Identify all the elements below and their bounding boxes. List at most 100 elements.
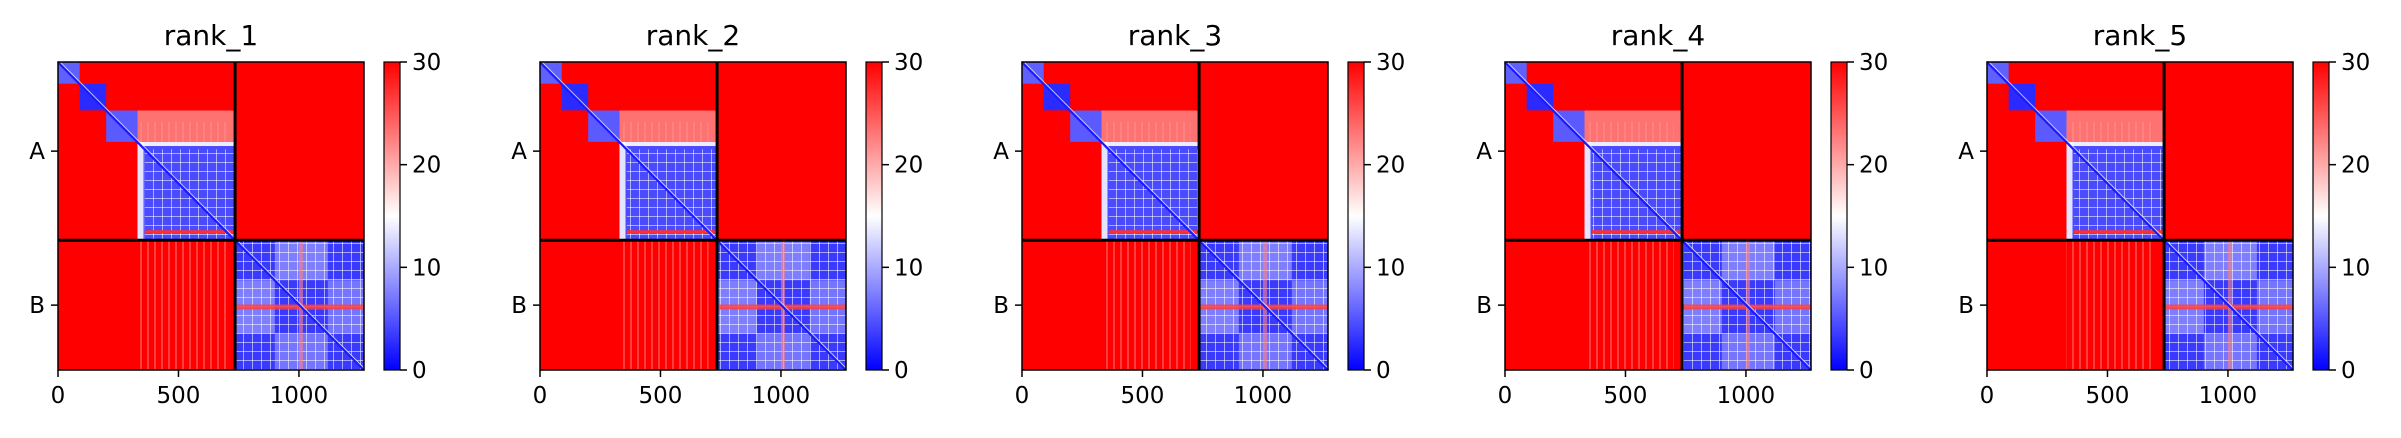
heatmap-panel-2: rank_2 A B 0 500 1000 0 10 20 30 [511,19,923,409]
domain-edge-red [1591,230,1683,234]
colorbar-tick-label: 0 [1376,358,1391,384]
y-tick-label: A [29,139,45,165]
x-tick-label: 500 [639,383,683,409]
panel-title: rank_1 [164,19,258,52]
diagonal-highlight [1988,61,2294,369]
diagonal [1504,61,1812,371]
domain-edge-red [626,230,718,234]
colorbar-tick-label: 10 [1859,255,1888,281]
diagonal [1986,61,2294,371]
diagonal [539,61,847,371]
interchain-stripes [1584,240,1674,370]
domain-edge-red [144,230,236,234]
domain-contact [137,110,236,143]
colorbar [1347,61,1365,371]
domain-contact [1101,110,1200,143]
colorbar-tick-label: 30 [1859,50,1888,76]
colorbar-tick-label: 20 [1376,153,1405,179]
y-tick-label: A [993,139,1009,165]
domain-contact [619,110,718,143]
domain-edge [619,142,626,241]
x-tick-label: 0 [1498,383,1513,409]
x-tick-label: 0 [533,383,548,409]
axes-frame [1021,61,1329,371]
domain-edge [2066,142,2073,241]
domain-edge [2066,142,2165,147]
diagonal-highlight [1506,61,1812,369]
colorbar [1830,61,1848,371]
colorbar-tick-label: 30 [894,50,923,76]
domain-edge-red [2073,230,2165,234]
x-tick-label: 1000 [1717,383,1776,409]
colorbar-tick-label: 10 [894,255,923,281]
colorbar-tick-label: 30 [2341,50,2370,76]
colorbar [2312,61,2330,371]
x-tick-label: 1000 [752,383,811,409]
x-tick-label: 500 [1604,383,1648,409]
axes-frame [57,61,365,371]
domain-edge [1101,142,1200,147]
heatmap-panel-1: rank_1 A B 0 500 1000 0 10 20 30 [29,19,441,409]
x-tick-label: 0 [51,383,66,409]
y-tick-label: B [1476,293,1492,319]
colorbar [865,61,883,371]
domain-edge [137,142,144,241]
x-tick-label: 500 [1121,383,1165,409]
interchain-stripes [1101,240,1191,370]
interchain-stripes [2066,240,2156,370]
domain-edge-red [1108,230,1200,234]
diagonal-highlight [1023,61,1329,369]
panel-title: rank_3 [1128,19,1222,52]
domain-contact [1584,110,1683,143]
colorbar-tick-label: 20 [1859,153,1888,179]
colorbar [383,61,401,371]
domain-edge [619,142,718,147]
y-tick-label: B [993,293,1009,319]
diagonal-highlight [59,61,365,369]
colorbar-tick-label: 0 [2341,358,2356,384]
panel-title: rank_5 [2093,19,2187,52]
x-tick-label: 1000 [1234,383,1293,409]
x-tick-label: 1000 [270,383,329,409]
panel-title: rank_2 [646,19,740,52]
interchain-stripes [619,240,709,370]
colorbar-tick-label: 10 [2341,255,2370,281]
x-tick-label: 1000 [2199,383,2258,409]
diagonal [1021,61,1329,371]
y-tick-label: A [1476,139,1492,165]
heatmap-panel-4: rank_4 A B 0 500 1000 0 10 20 30 [1476,19,1888,409]
axes-frame [1986,61,2294,371]
colorbar-tick-label: 20 [894,153,923,179]
domain-edge [1101,142,1108,241]
colorbar-tick-label: 10 [1376,255,1405,281]
colorbar-tick-label: 30 [412,50,441,76]
colorbar-tick-label: 20 [2341,153,2370,179]
domain-contact [2066,110,2165,143]
domain-edge [1584,142,1683,147]
x-tick-label: 500 [2086,383,2130,409]
colorbar-tick-label: 0 [894,358,909,384]
x-tick-label: 0 [1015,383,1030,409]
axes-frame [539,61,847,371]
colorbar-tick-label: 30 [1376,50,1405,76]
x-tick-label: 0 [1980,383,1995,409]
y-tick-label: A [1958,139,1974,165]
colorbar-tick-label: 0 [1859,358,1874,384]
heatmap-panel-3: rank_3 A B 0 500 1000 0 10 20 30 [993,19,1405,409]
y-tick-label: B [1958,293,1974,319]
x-tick-label: 500 [157,383,201,409]
y-tick-label: A [511,139,527,165]
axes-frame [1504,61,1812,371]
colorbar-tick-label: 20 [412,153,441,179]
diagonal-highlight [541,61,847,369]
heatmap-panel-5: rank_5 A B 0 500 1000 0 10 20 30 [1958,19,2370,409]
domain-edge [137,142,236,147]
interchain-stripes [137,240,227,370]
colorbar-tick-label: 10 [412,255,441,281]
colorbar-tick-label: 0 [412,358,427,384]
diagonal [57,61,365,371]
domain-edge [1584,142,1591,241]
y-tick-label: B [29,293,45,319]
panel-title: rank_4 [1611,19,1705,52]
